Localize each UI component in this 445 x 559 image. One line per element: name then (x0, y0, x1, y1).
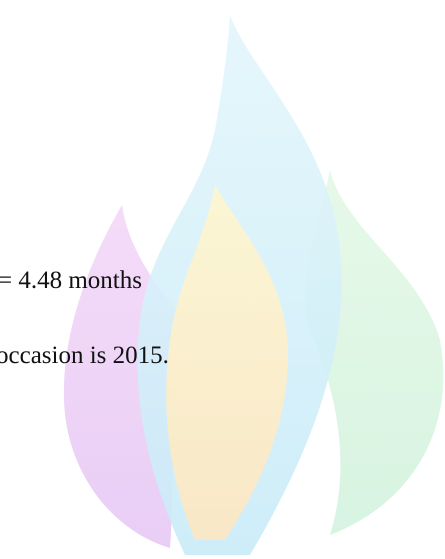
text-line: occasion is 2015. (0, 343, 169, 368)
page: = 4.48 months occasion is 2015. (() => {… (0, 0, 445, 559)
text-line: = 4.48 months (0, 268, 142, 293)
